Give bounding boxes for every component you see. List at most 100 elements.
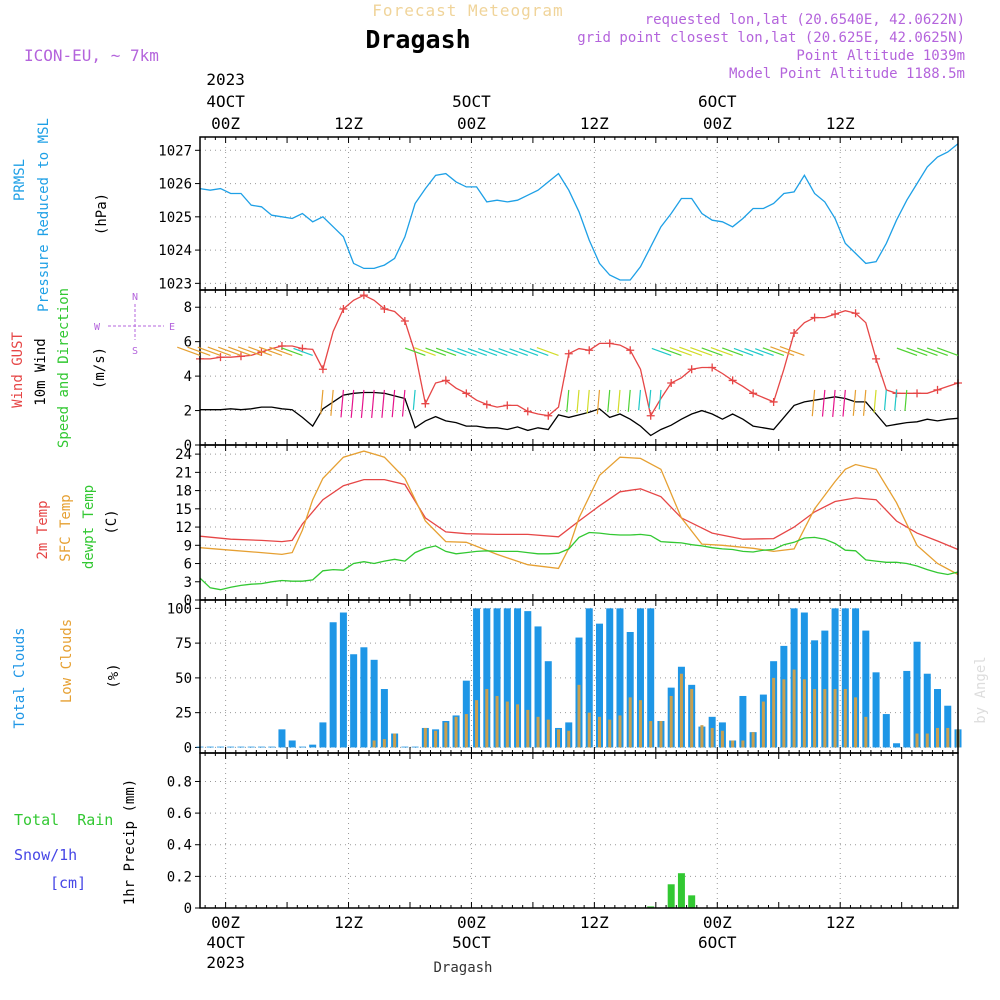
gust-point <box>913 389 922 398</box>
ytick-label: 100 <box>167 601 192 617</box>
rain-label: Total Rain <box>14 811 113 829</box>
wind-arrow <box>648 389 652 409</box>
total-cloud-bar <box>893 743 901 748</box>
sfc-line <box>199 450 959 576</box>
wind-arrow <box>722 347 744 357</box>
wind-arrow <box>627 389 631 412</box>
low-cloud-bar <box>393 733 397 748</box>
ytick-label: 0 <box>184 593 192 609</box>
wind-arrow <box>936 347 959 357</box>
ytick-label: 15 <box>175 502 192 518</box>
total-cloud-bar <box>483 608 491 748</box>
wind-arrow <box>478 348 498 357</box>
point-altitude: Point Altitude 1039m <box>796 48 965 64</box>
wind-arrow <box>258 346 283 357</box>
wind-arrow <box>391 389 396 418</box>
wind-arrow <box>248 346 272 357</box>
time-axis-label: 4OCT <box>206 933 245 952</box>
wind-arrow <box>536 347 559 357</box>
time-axis-label: 00Z <box>457 913 486 932</box>
total-cloud-bar <box>616 608 624 748</box>
low-cloud-bar <box>669 695 673 748</box>
total-cloud-bar <box>370 659 378 748</box>
ytick-label: 12 <box>175 520 192 536</box>
total-cloud-bar <box>309 744 317 748</box>
sfc-label: SFC Temp <box>58 494 74 561</box>
low-cloud-bar <box>813 689 817 748</box>
wind-arrow <box>576 389 580 413</box>
wind-arrow <box>197 346 221 357</box>
total-cloud-bar <box>913 641 921 748</box>
total-cloud-bar <box>380 689 388 748</box>
low-cloud-bar <box>628 697 632 748</box>
wind-arrow <box>926 347 948 357</box>
model-name: ICON-EU, ~ 7km <box>24 46 159 65</box>
gust-point <box>318 365 327 374</box>
wind-arrow <box>228 346 252 357</box>
snow-unit: [cm] <box>50 874 86 892</box>
low-cloud-bar <box>526 709 530 748</box>
pressure-panel: 1023 1024 1025 1026 1027 <box>158 136 959 292</box>
ytick-label: 1026 <box>158 177 192 193</box>
total-cloud-bar <box>944 705 952 748</box>
low-cloud-bar <box>720 730 724 748</box>
low-cloud-bar <box>454 716 458 748</box>
wind-arrow <box>414 347 436 357</box>
gust-point <box>503 401 512 410</box>
low-cloud-bar <box>731 740 735 748</box>
low-cloud-bar <box>372 740 376 748</box>
gust-point <box>646 411 655 420</box>
ytick-label: 21 <box>175 465 192 481</box>
wind-arrow <box>832 389 836 418</box>
ytick-label: 0 <box>184 901 192 917</box>
ytick-label: 1025 <box>158 210 192 226</box>
total-cloud-bar <box>319 722 327 748</box>
total-cloud-bar <box>473 608 481 748</box>
wind-label: 10m Wind <box>33 338 49 405</box>
meteogram-title: Forecast Meteogram <box>372 1 563 20</box>
rain-bar <box>667 884 675 908</box>
dewpt-line <box>199 531 959 591</box>
total-cloud-bar <box>595 623 603 748</box>
prmsl-line <box>199 143 959 281</box>
wind-arrow <box>529 348 549 357</box>
gust-line <box>200 294 959 418</box>
ytick-label: 4 <box>184 369 192 385</box>
low-cloud-bar <box>434 730 438 748</box>
total-cloud-bar <box>585 608 593 748</box>
low-cloud-bar <box>843 689 847 748</box>
location-name: Dragash <box>365 25 470 54</box>
low-cloud-bar <box>782 679 786 748</box>
time-axis-label: 12Z <box>826 913 855 932</box>
total-cloud-bar <box>503 608 511 748</box>
wind-arrow <box>658 389 662 410</box>
total-cloud-bar <box>934 689 942 748</box>
wind-arrow <box>435 347 457 357</box>
clouds-side-labels: Total Clouds Low Clouds (%) <box>12 619 122 729</box>
low-cloud-bar <box>464 714 468 748</box>
total-cloud-bar <box>882 714 890 748</box>
low-cloud-bar <box>679 673 683 748</box>
total-cloud-bar <box>636 608 644 748</box>
wind-arrow <box>852 389 857 416</box>
compass-e: E <box>169 322 175 333</box>
total-cloud-bar <box>534 626 542 748</box>
wind-arrow <box>617 389 621 414</box>
gust-point <box>462 389 471 398</box>
total-cloud-bar <box>401 746 409 748</box>
gust-point <box>851 309 860 318</box>
gust-point <box>708 363 717 372</box>
wind-line <box>200 391 959 437</box>
ytick-label: 0 <box>184 740 192 756</box>
low-cloud-bar <box>649 721 653 748</box>
low-cloud-bar <box>792 669 796 748</box>
ytick-label: 24 <box>175 447 192 463</box>
time-axis-label: 5OCT <box>452 92 491 111</box>
low-cloud-bar <box>761 701 765 748</box>
total-cloud-bar <box>606 608 614 748</box>
ytick-label: 75 <box>175 636 192 652</box>
ytick-label: 1023 <box>158 276 192 292</box>
prmsl-label: PRMSL <box>12 159 28 201</box>
low-cloud-bar <box>833 689 837 748</box>
